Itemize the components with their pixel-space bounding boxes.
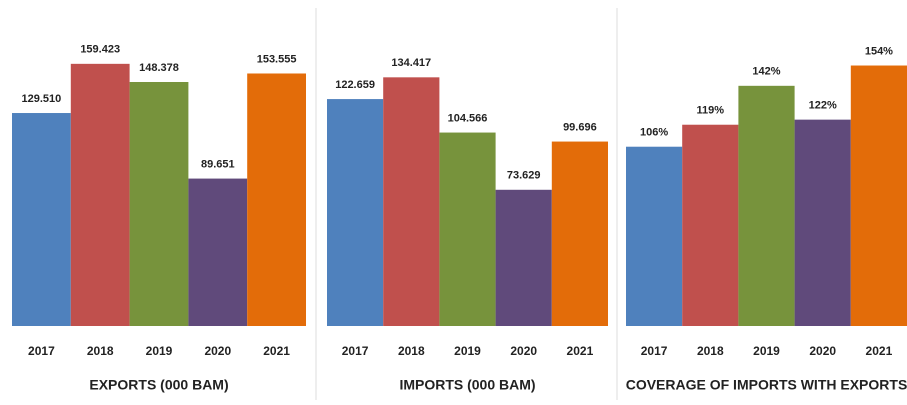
value-label: 159.423 (80, 44, 120, 56)
x-tick-label: 2018 (87, 344, 114, 358)
x-tick-label: 2017 (28, 344, 55, 358)
bar (129, 82, 189, 326)
bar (794, 119, 851, 326)
bar (682, 124, 739, 326)
value-label: 154% (865, 45, 893, 57)
x-tick-label: 2020 (510, 344, 537, 358)
x-tick-label: 2019 (454, 344, 481, 358)
bar (738, 85, 795, 327)
x-tick-label: 2017 (641, 344, 668, 358)
bar (626, 146, 683, 326)
value-label: 134.417 (391, 57, 431, 69)
x-tick-label: 2020 (204, 344, 231, 358)
value-label: 106% (640, 127, 668, 139)
x-tick-label: 2021 (263, 344, 290, 358)
bar (439, 132, 496, 326)
value-label: 153.555 (257, 53, 297, 65)
value-label: 129.510 (22, 93, 62, 105)
x-tick-label: 2021 (866, 344, 893, 358)
value-label: 73.629 (507, 170, 541, 182)
bar (247, 73, 306, 326)
bar (12, 113, 71, 326)
x-tick-label: 2017 (342, 344, 369, 358)
x-tick-label: 2020 (809, 344, 836, 358)
x-tick-label: 2021 (567, 344, 594, 358)
x-tick-label: 2019 (146, 344, 173, 358)
value-label: 122.659 (335, 79, 375, 91)
value-label: 89.651 (201, 158, 235, 170)
chart-title: EXPORTS (000 BAM) (89, 377, 228, 393)
value-label: 104.566 (448, 112, 488, 124)
bar (188, 178, 248, 326)
value-label: 119% (697, 105, 725, 117)
x-tick-label: 2018 (398, 344, 425, 358)
value-label: 122% (809, 100, 837, 112)
bar (850, 65, 907, 327)
value-label: 142% (752, 66, 780, 78)
bar (70, 63, 130, 326)
value-label: 148.378 (139, 62, 179, 74)
bar (383, 77, 440, 326)
x-tick-label: 2019 (753, 344, 780, 358)
chart-title: COVERAGE OF IMPORTS WITH EXPORTS (626, 377, 907, 393)
x-tick-label: 2018 (697, 344, 724, 358)
bar (495, 189, 552, 326)
bar (551, 141, 608, 326)
chart-title: IMPORTS (000 BAM) (399, 377, 535, 393)
value-label: 99.696 (563, 121, 597, 133)
bar (327, 99, 384, 327)
